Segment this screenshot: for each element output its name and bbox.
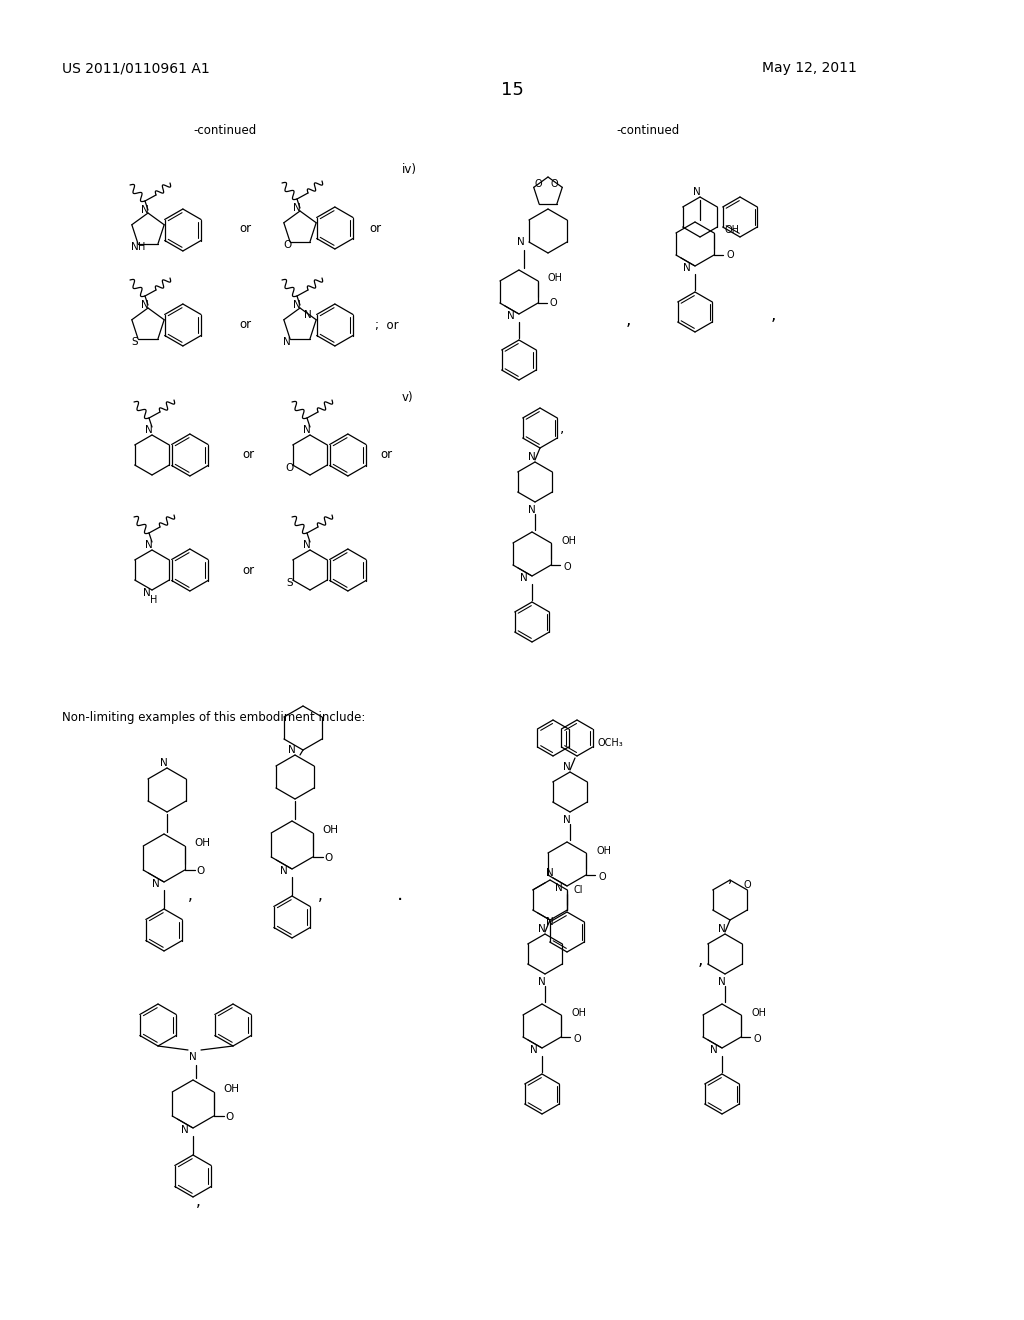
- Text: S: S: [132, 337, 138, 347]
- Text: O: O: [563, 562, 570, 572]
- Text: O: O: [598, 873, 605, 882]
- Text: N: N: [304, 310, 312, 319]
- Text: ,: ,: [770, 306, 776, 323]
- Text: S: S: [287, 578, 293, 587]
- Text: N: N: [145, 425, 153, 436]
- Text: iv): iv): [402, 164, 417, 177]
- Text: N: N: [288, 744, 296, 755]
- Text: N: N: [303, 540, 311, 550]
- Text: O: O: [550, 298, 558, 308]
- Text: N: N: [539, 924, 546, 935]
- Text: N: N: [546, 869, 554, 878]
- Text: ,: ,: [187, 887, 193, 903]
- Text: N: N: [145, 540, 153, 550]
- Text: H: H: [151, 595, 158, 605]
- Text: O: O: [286, 463, 294, 473]
- Text: N: N: [517, 238, 525, 247]
- Text: N: N: [546, 917, 554, 927]
- Text: OH: OH: [224, 1084, 240, 1094]
- Text: O: O: [753, 1034, 761, 1044]
- Text: ,: ,: [196, 1193, 201, 1209]
- Text: N: N: [718, 977, 726, 987]
- Text: N: N: [563, 762, 570, 772]
- Text: ,: ,: [697, 950, 702, 969]
- Text: O: O: [325, 853, 333, 863]
- Text: N: N: [693, 187, 700, 197]
- Text: N: N: [507, 312, 515, 321]
- Text: OH: OH: [724, 224, 739, 235]
- Text: N: N: [283, 337, 291, 347]
- Text: N: N: [181, 1125, 188, 1135]
- Text: O: O: [726, 249, 733, 260]
- Text: OH: OH: [548, 273, 563, 282]
- Text: N: N: [189, 1052, 197, 1063]
- Text: O: O: [283, 240, 291, 249]
- Text: OCH₃: OCH₃: [597, 738, 623, 748]
- Text: or: or: [242, 564, 254, 577]
- Text: N: N: [281, 866, 288, 876]
- Text: O: O: [573, 1034, 581, 1044]
- Text: or: or: [369, 222, 381, 235]
- Text: ;  or: ; or: [375, 318, 398, 331]
- Text: OH: OH: [596, 846, 611, 855]
- Text: OH: OH: [751, 1008, 766, 1018]
- Text: O: O: [535, 180, 543, 189]
- Text: N: N: [710, 1045, 718, 1055]
- Text: N: N: [153, 879, 160, 888]
- Text: ,: ,: [728, 871, 732, 884]
- Text: v): v): [402, 392, 414, 404]
- Text: N: N: [563, 814, 570, 825]
- Text: N: N: [293, 203, 301, 213]
- Text: O: O: [551, 180, 558, 189]
- Text: N: N: [141, 300, 148, 310]
- Text: 15: 15: [501, 81, 523, 99]
- Text: H: H: [138, 242, 145, 252]
- Text: N: N: [539, 977, 546, 987]
- Text: or: or: [380, 449, 392, 462]
- Text: N: N: [718, 924, 726, 935]
- Text: N: N: [131, 242, 139, 252]
- Text: US 2011/0110961 A1: US 2011/0110961 A1: [62, 61, 210, 75]
- Text: OH: OH: [323, 825, 339, 836]
- Text: or: or: [239, 222, 251, 235]
- Text: N: N: [528, 451, 536, 462]
- Text: N: N: [528, 506, 536, 515]
- Text: N: N: [303, 425, 311, 436]
- Text: N: N: [143, 587, 151, 598]
- Text: OH: OH: [195, 838, 211, 847]
- Text: or: or: [242, 449, 254, 462]
- Text: N: N: [683, 263, 691, 273]
- Text: N: N: [555, 883, 563, 894]
- Text: O: O: [197, 866, 205, 876]
- Text: Cl: Cl: [573, 884, 583, 895]
- Text: -continued: -continued: [616, 124, 680, 136]
- Text: ,: ,: [560, 421, 564, 436]
- Text: .: .: [397, 886, 403, 904]
- Text: ,: ,: [626, 312, 631, 329]
- Text: -continued: -continued: [194, 124, 257, 136]
- Text: Non-limiting examples of this embodiment include:: Non-limiting examples of this embodiment…: [62, 711, 366, 725]
- Text: N: N: [160, 758, 168, 768]
- Text: OH: OH: [571, 1008, 586, 1018]
- Text: or: or: [239, 318, 251, 331]
- Text: O: O: [743, 880, 752, 890]
- Text: ,: ,: [317, 887, 323, 903]
- Text: N: N: [520, 573, 528, 583]
- Text: N: N: [530, 1045, 538, 1055]
- Text: N: N: [293, 300, 301, 310]
- Text: N: N: [141, 205, 148, 215]
- Text: May 12, 2011: May 12, 2011: [762, 61, 857, 75]
- Text: O: O: [225, 1111, 234, 1122]
- Text: OH: OH: [561, 536, 577, 546]
